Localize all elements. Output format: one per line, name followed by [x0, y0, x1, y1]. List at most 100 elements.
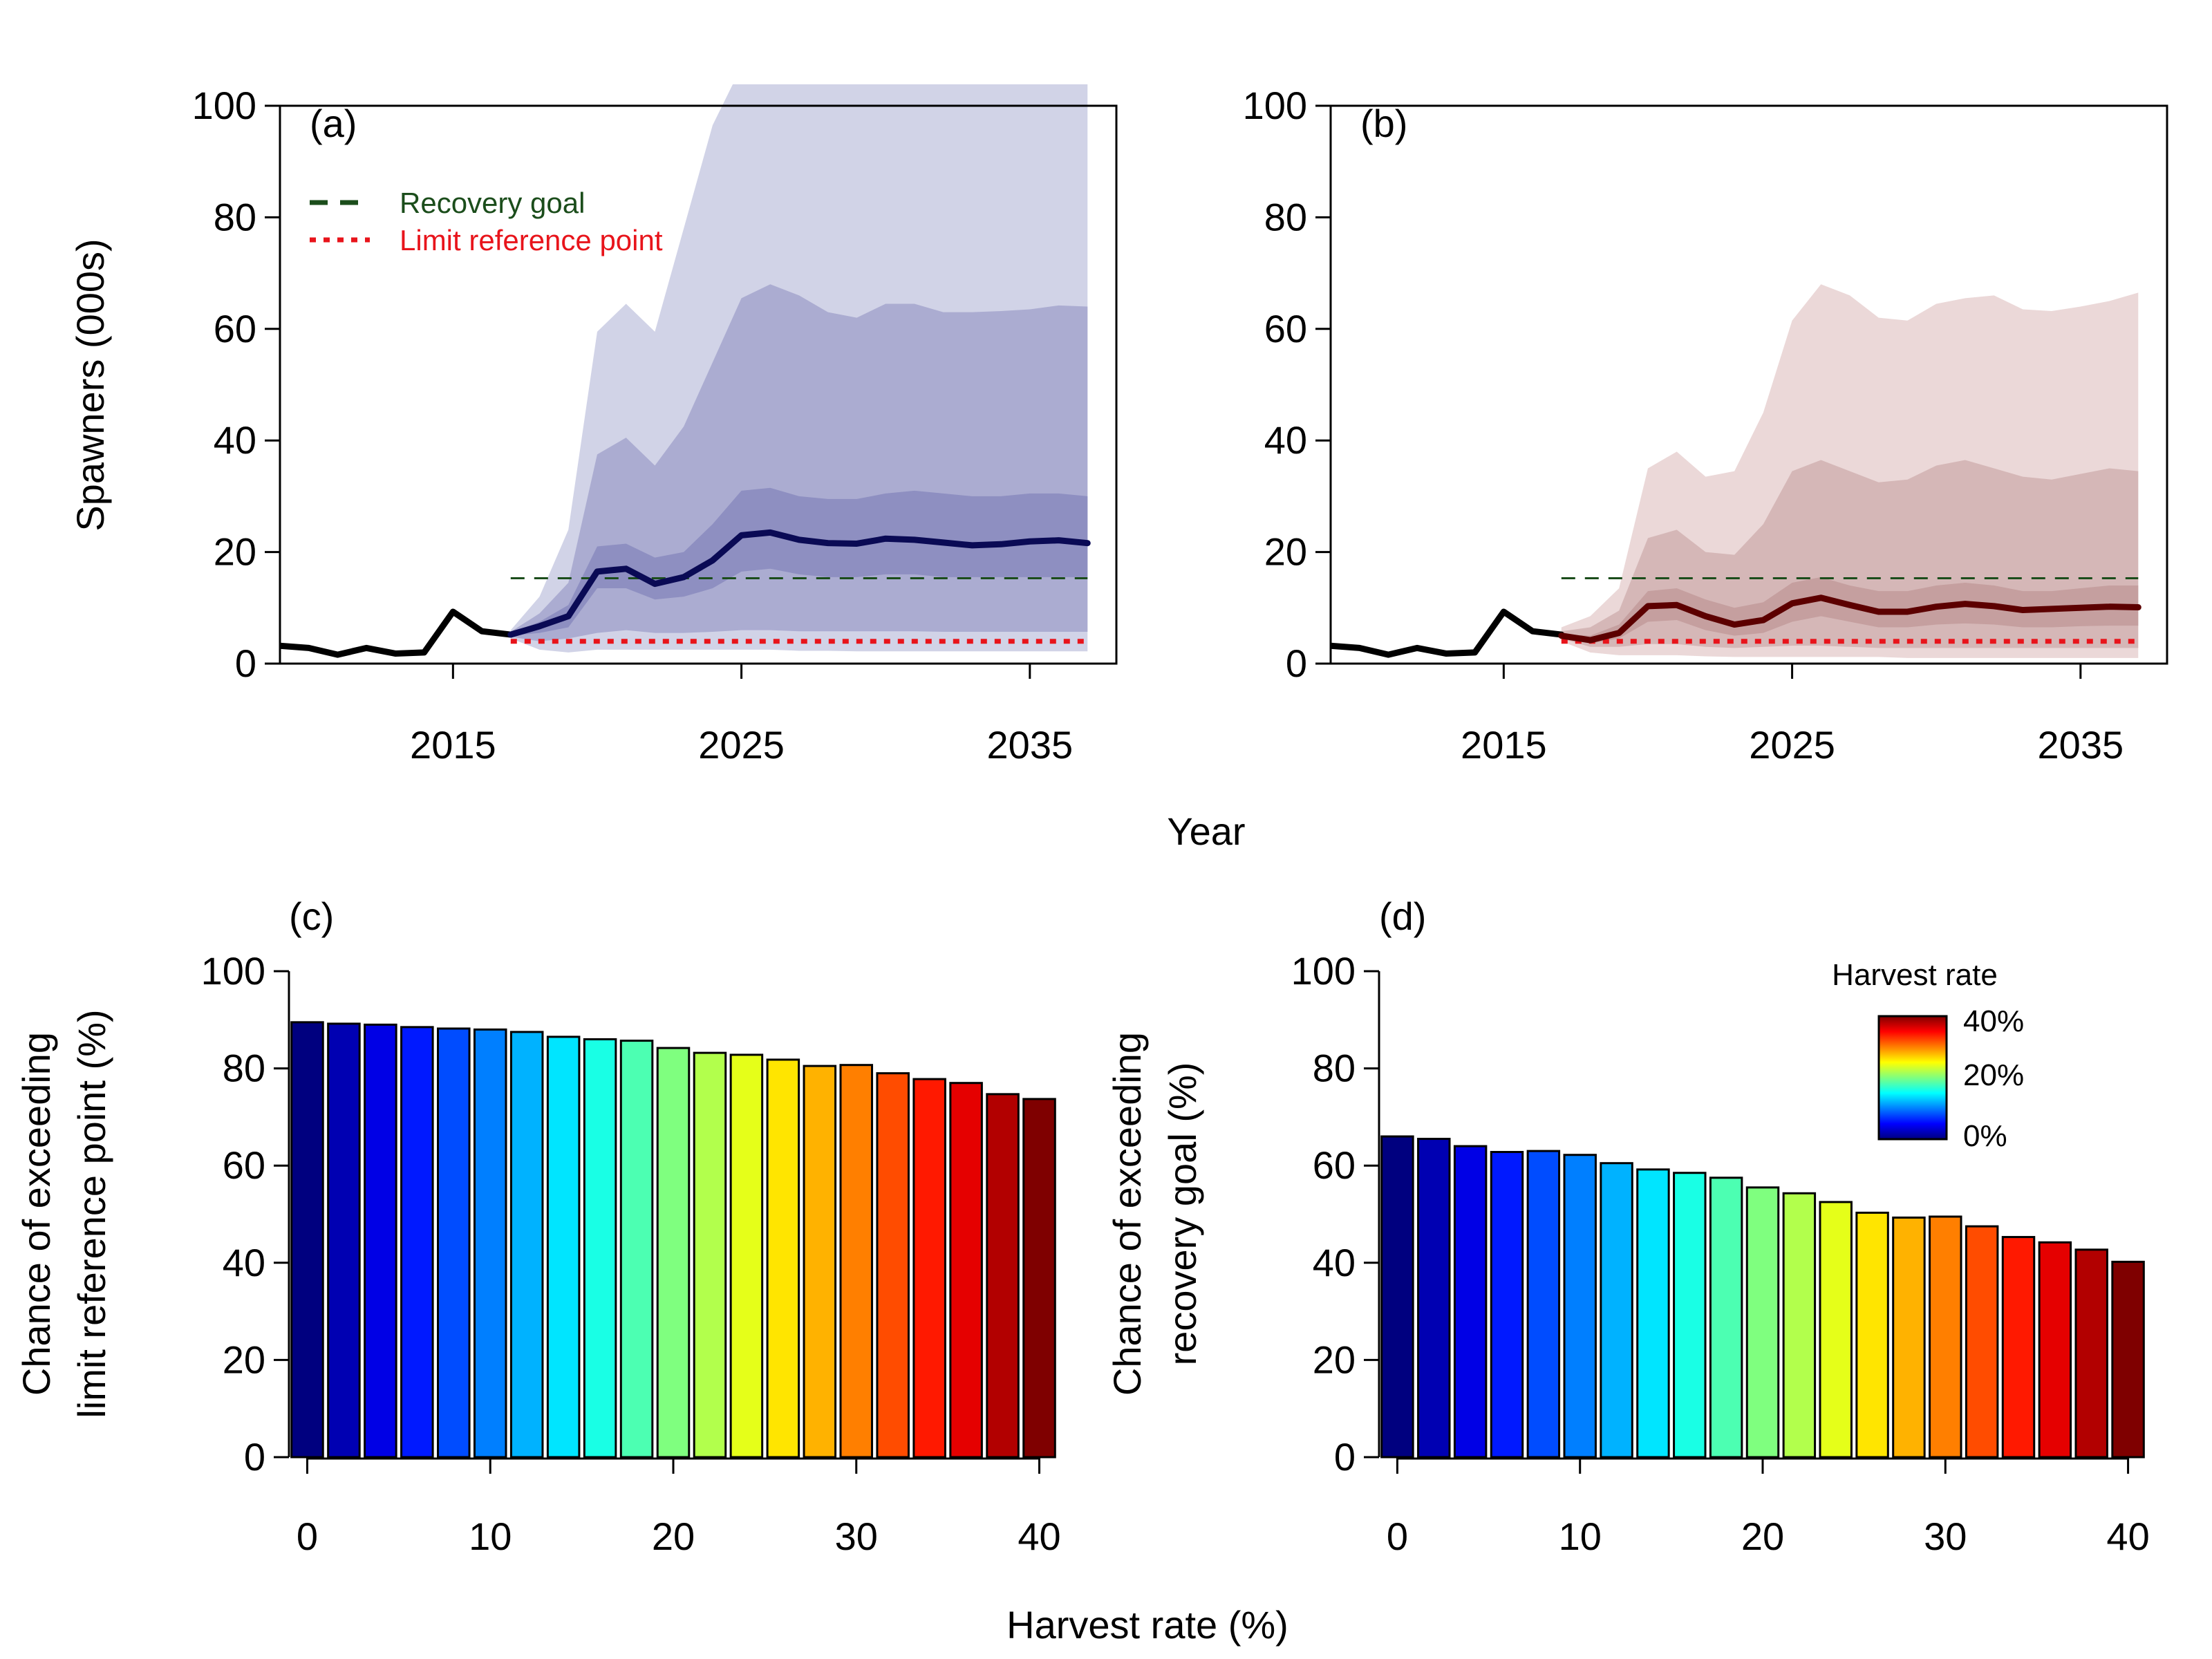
bottom-x-axis-title: Harvest rate (%) [1006, 1603, 1288, 1647]
y-tick-label: 100 [1291, 949, 1356, 993]
x-tick-label: 30 [835, 1515, 878, 1558]
panel-a-label: (a) [310, 102, 357, 145]
y-tick-label: 20 [1313, 1338, 1356, 1381]
bar [1855, 1211, 1889, 1459]
bar [1929, 1215, 1962, 1459]
bar [2074, 1248, 2108, 1459]
colorbar-gradient [1877, 1015, 1948, 1141]
bar [546, 1035, 581, 1459]
bar [912, 1078, 946, 1459]
bar [1380, 1135, 1414, 1459]
panel-c-bars [290, 1021, 1056, 1459]
bar [839, 1064, 874, 1459]
x-tick-label: 2025 [698, 723, 785, 767]
bar [986, 1093, 1020, 1459]
x-tick-label: 40 [2106, 1515, 2149, 1558]
panel-a-ylabel: Spawners (000s) [68, 238, 112, 531]
bar [1673, 1172, 1707, 1459]
y-tick-label: 60 [214, 307, 256, 350]
y-tick-label: 60 [223, 1143, 265, 1187]
bar [876, 1072, 910, 1459]
y-tick-label: 0 [235, 641, 256, 685]
bar [656, 1047, 691, 1459]
bar [1709, 1177, 1743, 1459]
panel-d: (d) Chance of exceeding recovery goal (%… [1105, 894, 2150, 1558]
y-tick-label: 100 [201, 949, 265, 993]
panel-d-ylabel-line1: Chance of exceeding [1105, 1032, 1149, 1396]
bar [693, 1051, 727, 1459]
y-tick-label: 20 [214, 530, 256, 574]
y-tick-label: 20 [1264, 530, 1307, 574]
x-tick-label: 30 [1924, 1515, 1967, 1558]
bar [1965, 1225, 1999, 1459]
panel-d-ylabel-line2: recovery goal (%) [1161, 1062, 1204, 1366]
y-tick-label: 20 [223, 1338, 265, 1381]
historical-line [280, 608, 514, 658]
y-tick-label: 100 [1243, 84, 1307, 127]
panel-d-label: (d) [1379, 894, 1426, 938]
y-tick-label: 80 [1313, 1047, 1356, 1090]
bar [803, 1065, 837, 1459]
y-tick-label: 40 [1264, 418, 1307, 462]
x-tick-label: 2015 [1461, 723, 1547, 767]
bar [1022, 1098, 1056, 1459]
bar [1490, 1151, 1524, 1459]
y-tick-label: 0 [1334, 1435, 1356, 1479]
x-tick-label: 20 [652, 1515, 695, 1558]
y-tick-label: 60 [1313, 1143, 1356, 1187]
median-line [1558, 594, 2141, 644]
bar [583, 1038, 617, 1459]
bar [400, 1026, 434, 1459]
panel-b-label: (b) [1360, 102, 1407, 145]
x-tick-label: 20 [1741, 1515, 1784, 1558]
panel-b-plot-area [1331, 284, 2141, 658]
bar [290, 1021, 324, 1459]
bar [2111, 1260, 2145, 1459]
bar [619, 1040, 654, 1459]
x-tick-label: 0 [1387, 1515, 1408, 1558]
colorbar-label-20: 20% [1963, 1058, 2024, 1092]
panel-a-legend: Recovery goal Limit reference point [310, 187, 663, 256]
panel-d-axes: 0 20 40 60 80 100 0 10 20 30 40 [1291, 949, 2150, 1558]
y-tick-label: 80 [223, 1047, 265, 1090]
panel-c-axes: 0 20 40 60 80 100 0 10 20 30 40 [201, 949, 1061, 1558]
bar [364, 1023, 397, 1459]
legend-recovery-goal-label: Recovery goal [400, 187, 585, 219]
bar [1563, 1154, 1597, 1459]
panel-b: (b) 0 20 40 60 80 100 2015 2025 2035 [1243, 84, 2168, 767]
bar [1819, 1201, 1853, 1459]
x-tick-label: 10 [1559, 1515, 1602, 1558]
bar [1745, 1186, 1780, 1459]
panel-c-ylabel-line1: Chance of exceeding [15, 1032, 58, 1396]
y-tick-label: 80 [1264, 195, 1307, 238]
bar [1892, 1216, 1926, 1459]
y-tick-label: 40 [223, 1241, 265, 1284]
panel-a-plot-area [280, 84, 1091, 658]
colorbar-title: Harvest rate [1832, 958, 1998, 992]
bar [2038, 1241, 2072, 1459]
legend-limit-ref-label: Limit reference point [400, 224, 663, 256]
x-tick-label: 10 [469, 1515, 512, 1558]
bar [509, 1031, 544, 1459]
x-tick-label: 0 [297, 1515, 318, 1558]
bar [327, 1022, 361, 1459]
y-tick-label: 100 [192, 84, 256, 127]
y-tick-label: 40 [214, 418, 256, 462]
panel-a-axes: 0 20 40 60 80 100 2015 2025 2035 [192, 84, 1118, 767]
y-tick-label: 60 [1264, 307, 1307, 350]
x-tick-label: 2015 [410, 723, 496, 767]
bar [1526, 1150, 1561, 1459]
colorbar-legend: Harvest rate 40% 20% 0% [1832, 958, 2024, 1153]
panel-a: (a) Spawners (000s) 0 20 40 60 80 100 2015 2025… [68, 84, 1118, 767]
y-tick-label: 80 [214, 195, 256, 238]
panel-c: (c) Chance of exceeding limit reference … [15, 894, 1061, 1558]
band-inner [1561, 577, 2139, 644]
bar [1782, 1192, 1817, 1459]
bar [473, 1028, 507, 1459]
band-inner [510, 487, 1088, 636]
bar [437, 1027, 471, 1459]
y-tick-label: 0 [244, 1435, 265, 1479]
median-line [507, 529, 1091, 638]
bar [766, 1058, 800, 1459]
